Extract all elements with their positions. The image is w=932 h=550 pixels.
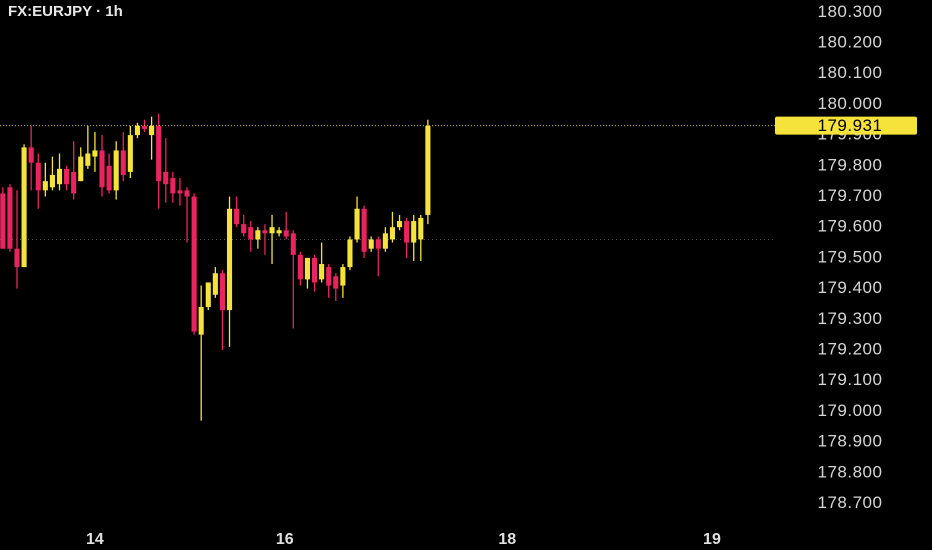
y-tick-label: 179.700 (818, 186, 883, 205)
candle-body (120, 150, 126, 175)
y-tick-label: 180.000 (818, 94, 883, 113)
y-tick-label: 180.300 (818, 2, 883, 21)
y-tick-label: 180.100 (818, 63, 883, 82)
candle-body (212, 273, 218, 295)
candle-body (404, 221, 410, 243)
candle-body (276, 230, 282, 234)
y-tick-label: 179.300 (818, 309, 883, 328)
candle-body (382, 233, 388, 249)
candle-body (297, 254, 303, 280)
candle-body (375, 239, 381, 249)
candle-body (21, 147, 27, 268)
y-tick-label: 178.900 (818, 432, 883, 451)
candle-body (35, 162, 41, 191)
candle-body (226, 208, 233, 311)
candle-body (326, 267, 332, 286)
y-tick-label: 179.000 (818, 401, 883, 420)
candle-body (219, 273, 225, 311)
candle-body (248, 227, 254, 240)
candle-body (234, 208, 240, 225)
candle-body (78, 156, 84, 182)
x-tick-label: 16 (276, 531, 294, 548)
candle-body (156, 125, 162, 182)
x-tick-label: 18 (498, 531, 516, 548)
candle-body (198, 307, 204, 335)
candle-body (149, 125, 155, 136)
candle-body (7, 187, 13, 249)
candle-body (49, 175, 55, 188)
candle-body (319, 264, 325, 280)
candle-body (396, 221, 403, 228)
candle-body (241, 224, 247, 234)
candle-body (184, 190, 190, 197)
candle-body (354, 208, 360, 240)
candle-body (333, 276, 339, 289)
y-tick-label: 179.800 (818, 155, 883, 174)
chart-title: FX:EURJPY · 1h (8, 3, 123, 20)
candle-body (14, 248, 20, 268)
candle-body (418, 217, 424, 240)
candle-body (389, 227, 396, 240)
candle-body (262, 230, 268, 234)
last-price-box (775, 116, 917, 135)
candle-body (255, 230, 261, 240)
candle-body (106, 165, 112, 191)
candle-body (64, 168, 70, 185)
candle-body (92, 150, 98, 157)
candle-body (269, 227, 275, 234)
y-tick-label: 180.200 (818, 32, 883, 51)
y-tick-label: 179.400 (818, 278, 883, 297)
candle-body (290, 233, 296, 255)
candle-body (368, 239, 374, 249)
candle-body (347, 239, 353, 268)
last-price-label: 179.931 (818, 116, 883, 135)
candle-body (411, 221, 417, 243)
candle-body (425, 125, 431, 215)
y-tick-label: 178.700 (818, 493, 883, 512)
candle-body (134, 125, 140, 136)
candle-body (205, 282, 211, 308)
candle-body (42, 181, 48, 191)
candle-body (56, 168, 63, 185)
candle-body (191, 196, 197, 332)
candle-body (177, 190, 183, 194)
candle-body (127, 135, 133, 172)
x-tick-label: 19 (703, 531, 721, 548)
candle-body (113, 150, 119, 191)
candle-body (0, 193, 6, 249)
candle-body (85, 153, 91, 166)
y-tick-label: 179.600 (818, 217, 883, 236)
candle-body (99, 150, 105, 188)
y-tick-label: 178.800 (818, 462, 883, 481)
y-tick-label: 179.200 (818, 339, 883, 358)
y-tick-label: 179.100 (818, 370, 883, 389)
candle-body (283, 230, 289, 237)
y-tick-label: 179.500 (818, 247, 883, 266)
candle-body (304, 257, 310, 280)
candle-body (361, 208, 367, 252)
x-tick-label: 14 (86, 531, 104, 548)
candle-body (71, 171, 77, 194)
candle-body (340, 267, 346, 286)
candle-body (170, 178, 176, 194)
candle-body (141, 125, 148, 129)
candle-body (28, 147, 34, 163)
candle-body (163, 171, 169, 185)
candle-body (311, 257, 318, 283)
